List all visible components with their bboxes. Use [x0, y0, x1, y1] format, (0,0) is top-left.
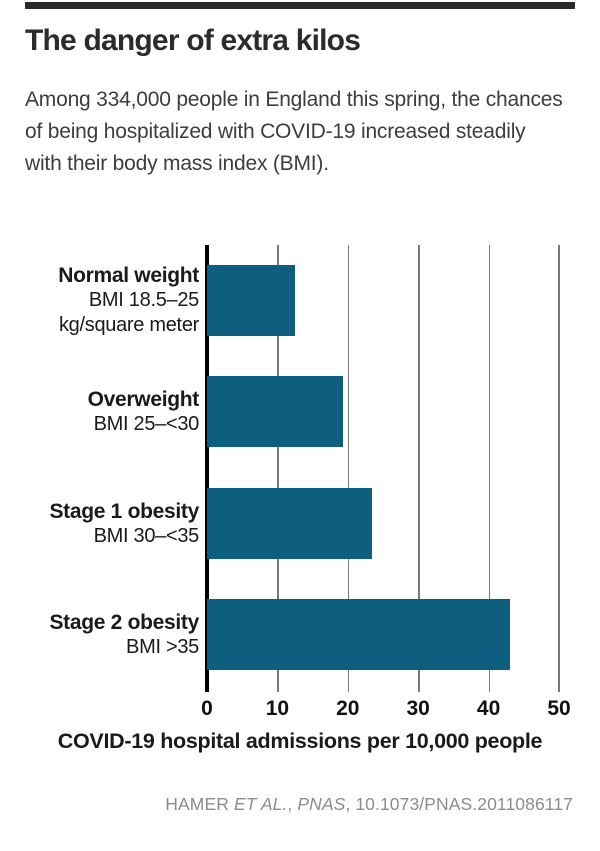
category-name: Overweight	[87, 387, 200, 411]
gridline-10	[277, 245, 279, 692]
tick-label-50: 50	[547, 697, 571, 720]
gridline-50	[558, 245, 560, 692]
category-label-stage2-obesity: Stage 2 obesity BMI >35	[0, 599, 199, 670]
source-etal: ET AL.	[233, 794, 288, 814]
bar-stage2-obesity	[207, 599, 510, 670]
gridline-40	[488, 245, 491, 692]
category-name: Stage 2 obesity	[49, 610, 199, 634]
source-journal: PNAS	[297, 794, 346, 814]
tick-label-30: 30	[406, 697, 430, 720]
category-label-stage1-obesity: Stage 1 obesity BMI 30–<35	[0, 488, 199, 559]
source-doi: , 10.1073/PNAS.2011086117	[345, 794, 573, 814]
category-sublabel: BMI 30–<35	[93, 524, 200, 547]
source-separator: ,	[287, 794, 298, 814]
source-author: HAMER	[165, 794, 234, 814]
gridline-30	[418, 245, 420, 692]
bar-stage1-obesity	[207, 488, 373, 559]
category-label-normal-weight: Normal weight BMI 18.5–25 kg/square mete…	[0, 264, 199, 336]
y-axis-line	[205, 245, 209, 692]
plot-area	[205, 245, 560, 692]
tick-label-10: 10	[265, 697, 290, 720]
page-title: The danger of extra kilos	[25, 24, 361, 57]
category-label-overweight: Overweight BMI 25–<30	[0, 376, 200, 447]
tick-label-20: 20	[336, 697, 360, 720]
tick-label-40: 40	[476, 697, 501, 720]
tick-label-0: 0	[201, 697, 213, 720]
x-axis-ticks: 0 10 20 30 40 50	[201, 697, 571, 721]
category-name: Normal weight	[58, 264, 199, 287]
bar-normal-weight	[207, 265, 295, 336]
category-sublabel: BMI 18.5–25	[88, 289, 199, 311]
source-attribution: HAMER ET AL., PNAS, 10.1073/PNAS.2011086…	[165, 794, 573, 815]
chart-description: Among 334,000 people in England this spr…	[25, 88, 563, 175]
category-name: Stage 1 obesity	[49, 499, 199, 523]
gridline-20	[347, 245, 350, 692]
category-sublabel: BMI 25–<30	[93, 412, 200, 435]
bar-overweight	[207, 376, 343, 447]
x-axis-title: COVID-19 hospital admissions per 10,000 …	[57, 729, 543, 753]
category-sublabel: kg/square meter	[58, 314, 199, 336]
category-sublabel: BMI >35	[126, 635, 199, 658]
top-divider-rule	[25, 2, 575, 9]
bar-chart: Normal weight BMI 18.5–25 kg/square mete…	[0, 245, 600, 765]
